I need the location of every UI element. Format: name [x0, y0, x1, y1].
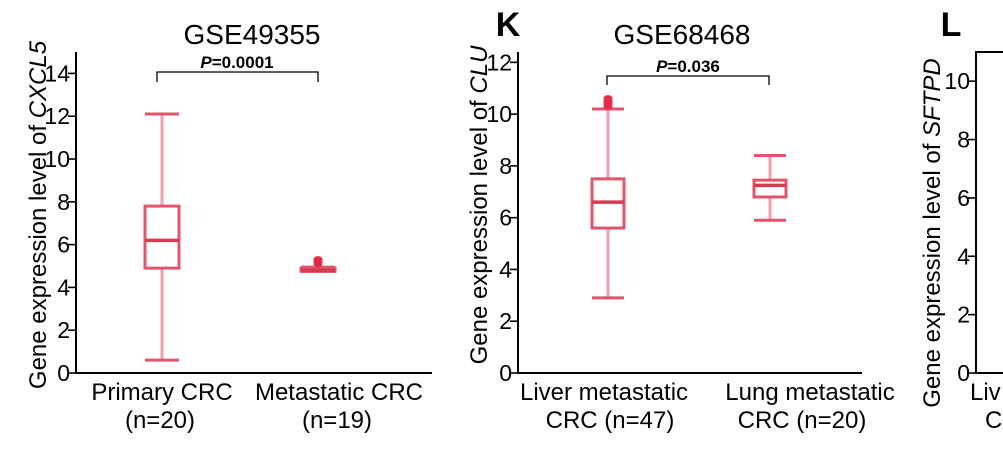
- y-tick-label: 12: [486, 49, 512, 75]
- y-axis-label: Gene expression level of CXCL5: [25, 40, 52, 389]
- significance-bracket: P=0.036: [606, 57, 770, 85]
- x-tick-sublabel-lung: CRC (n=20): [738, 407, 867, 434]
- box-1: [590, 95, 626, 300]
- box-2: [752, 154, 788, 222]
- bracket-line: [156, 71, 319, 82]
- y-tick-label: 14: [44, 60, 70, 86]
- box-1: [143, 112, 181, 362]
- y-tick-label: 12: [44, 103, 70, 129]
- y-tick-label: 0: [57, 360, 70, 386]
- boxes: [143, 112, 337, 362]
- boxes: [590, 95, 788, 300]
- p-value-label: P=0.0001: [200, 53, 273, 72]
- y-axis: 0 2 4 6 8 10 12: [486, 49, 519, 386]
- y-tick-label: 2: [957, 302, 970, 328]
- panel-letter-k: K: [496, 6, 521, 44]
- panel-gse49355: GSE49355 Gene expression level of CXCL5 …: [25, 19, 432, 434]
- box-2: [299, 256, 337, 273]
- y-axis: 0 2 4 6 8 10: [944, 52, 977, 386]
- chart-title: GSE68468: [614, 19, 751, 50]
- x-tick-label-metastatic: Metastatic CRC: [255, 379, 423, 406]
- plot-frame: [975, 51, 1003, 374]
- y-tick-label: 2: [499, 308, 512, 334]
- y-tick-label: 6: [499, 205, 512, 231]
- y-tick-label: 0: [499, 360, 512, 386]
- x-tick-sublabel-liver: CRC (n=47): [546, 407, 675, 434]
- y-tick-label: 8: [499, 153, 512, 179]
- bracket-line: [606, 75, 770, 85]
- y-axis: 0 2 4 6 8 10 12 14: [44, 52, 77, 386]
- y-tick-label: 4: [499, 256, 512, 282]
- y-tick-label: 8: [957, 127, 970, 153]
- box-iqr: [752, 178, 788, 199]
- x-axis: Primary CRC (n=20) Metastatic CRC (n=19): [76, 372, 432, 434]
- panel-sftpd: L Gene expression level of SFTPD 0 2 4 6 8 10…: [919, 6, 1003, 434]
- y-tick-label: 8: [57, 189, 70, 215]
- y-tick-label: 6: [57, 232, 70, 258]
- y-tick-label: 4: [57, 274, 70, 300]
- y-tick-label: 10: [44, 146, 70, 172]
- chart-title: GSE49355: [184, 19, 321, 50]
- x-tick-label-primary: Primary CRC: [91, 379, 232, 406]
- y-tick-label: 10: [486, 101, 512, 127]
- x-tick-sublabel-primary: (n=20): [125, 407, 195, 434]
- panel-letter-l: L: [941, 6, 962, 44]
- significance-bracket: P=0.0001: [156, 53, 319, 82]
- y-axis-label: Gene expression level of SFTPD: [919, 58, 946, 408]
- y-tick-label: 10: [944, 68, 970, 94]
- x-tick-label-partial: Liv: [970, 379, 1001, 406]
- y-tick-label: 4: [957, 243, 970, 269]
- x-tick-sublabel-metastatic: (n=19): [302, 407, 372, 434]
- x-tick-label-liver: Liver metastatic: [520, 379, 688, 406]
- y-tick-label: 2: [57, 317, 70, 343]
- x-tick-sublabel-partial: C: [985, 407, 1002, 434]
- y-tick-label: 0: [957, 360, 970, 386]
- y-tick-label: 6: [957, 185, 970, 211]
- y-axis-label: Gene expression level of CLU: [466, 45, 493, 365]
- panel-gse68468: K GSE68468 Gene expression level of CLU …: [466, 6, 895, 434]
- p-value-label: P=0.036: [656, 57, 720, 76]
- box-iqr: [143, 204, 181, 270]
- outlier-point: [313, 256, 323, 264]
- outlier-point: [603, 95, 613, 103]
- x-axis: Liver metastatic CRC (n=47) Lung metasta…: [518, 372, 895, 434]
- x-tick-label-lung: Lung metastatic: [725, 379, 894, 406]
